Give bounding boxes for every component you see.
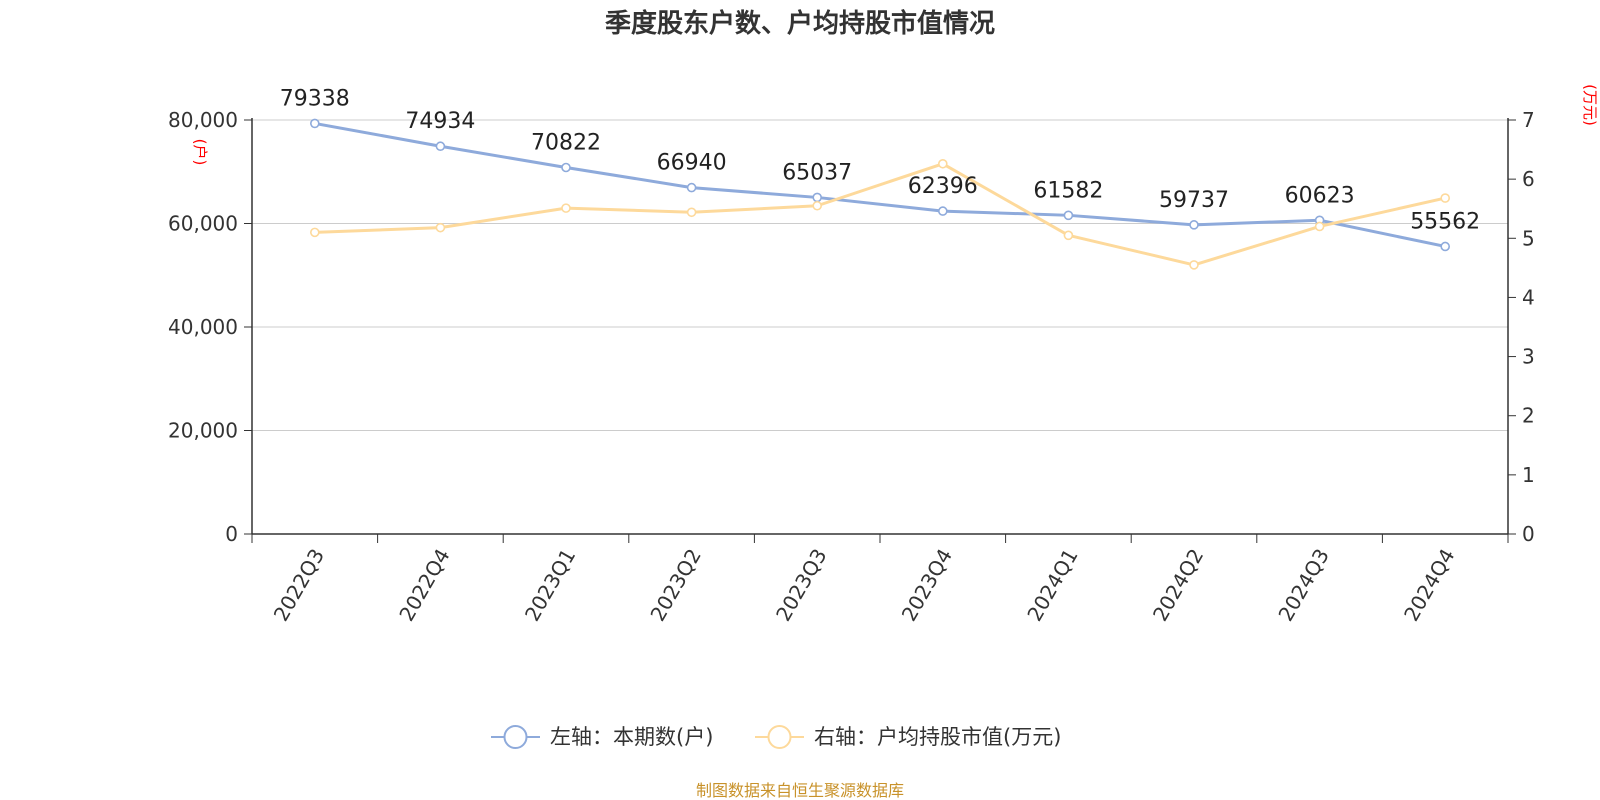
x-axis-tick-label: 2023Q2 — [645, 545, 705, 626]
series-line-0 — [314, 121, 1446, 248]
series-0-point[interactable] — [1063, 210, 1074, 221]
grid-lines — [252, 119, 1508, 431]
series-0-point[interactable] — [812, 192, 823, 203]
series-1-point[interactable] — [686, 207, 697, 218]
left-axis-tick-label: 40,000 — [168, 315, 238, 339]
right-axis-tick-label: 0 — [1522, 522, 1535, 546]
series-1-point[interactable] — [937, 158, 948, 169]
series-1-point[interactable] — [812, 200, 823, 211]
legend-circle-icon — [503, 725, 528, 749]
right-axis-tick-label: 6 — [1522, 167, 1535, 191]
x-axis-tick-label: 2024Q2 — [1148, 545, 1208, 626]
legend: 左轴：本期数(户) 右轴：户均持股市值(万元) — [491, 725, 1061, 749]
x-axis-tick-label: 2024Q1 — [1022, 545, 1082, 626]
series-0-point[interactable] — [686, 182, 697, 193]
data-labels: 79338 74934 70822 66940 65037 62396 61582 59737… — [280, 86, 1480, 234]
data-label: 59737 — [1159, 188, 1229, 213]
data-label: 61582 — [1033, 178, 1103, 203]
series-0-point[interactable] — [561, 162, 571, 173]
x-axis-tick-label: 2024Q4 — [1399, 545, 1459, 626]
series-1-point[interactable] — [309, 227, 320, 238]
series-1-point[interactable] — [1314, 221, 1325, 232]
data-label: 55562 — [1410, 209, 1480, 234]
series-1-point[interactable] — [1440, 193, 1450, 203]
series-1-point[interactable] — [1063, 230, 1074, 241]
right-axis-tick-label: 1 — [1522, 463, 1535, 487]
left-axis-tick-label: 60,000 — [168, 212, 238, 236]
series-0-point[interactable] — [435, 141, 446, 152]
left-axis-tick-label: 80,000 — [168, 108, 238, 132]
right-axis-tick-label: 2 — [1522, 404, 1535, 428]
series-line-1 — [314, 162, 1446, 267]
series-0-point[interactable] — [1440, 241, 1450, 252]
x-axis-tick-label: 2023Q1 — [520, 545, 580, 626]
left-axis-tick-label: 0 — [225, 522, 238, 546]
right-axis-tick-label: 7 — [1522, 108, 1535, 132]
data-label: 62396 — [908, 174, 978, 199]
series-1-point[interactable] — [435, 222, 446, 233]
legend-circle-icon — [767, 725, 792, 749]
data-label: 60623 — [1285, 183, 1355, 208]
series-0-point[interactable] — [937, 206, 948, 216]
series-0-point[interactable] — [1189, 220, 1199, 230]
data-label: 66940 — [657, 151, 727, 176]
data-label: 70822 — [531, 130, 601, 155]
right-axis-tick-label: 4 — [1522, 285, 1535, 309]
series-lines — [309, 118, 1450, 270]
legend-item-right-series[interactable]: 右轴：户均持股市值(万元) — [755, 725, 1061, 749]
x-axis-tick-label: 2022Q4 — [394, 545, 454, 626]
left-axis-unit: (户) — [191, 139, 209, 166]
series-0-point[interactable] — [309, 118, 320, 129]
x-axis-tick-label: 2023Q4 — [897, 545, 957, 626]
data-label: 79338 — [280, 86, 350, 111]
right-axis-unit: (万元) — [1581, 84, 1599, 126]
data-label: 65037 — [782, 160, 852, 185]
legend-label-left-series: 左轴：本期数(户) — [550, 725, 713, 749]
right-axis-tick-label: 5 — [1522, 226, 1535, 250]
legend-item-left-series[interactable]: 左轴：本期数(户) — [491, 725, 713, 749]
chart-title: 季度股东户数、户均持股市值情况 — [605, 8, 995, 39]
series-1-point[interactable] — [1189, 260, 1199, 270]
right-axis-tick-label: 3 — [1522, 345, 1535, 369]
x-axis-tick-label: 2023Q3 — [771, 545, 831, 626]
legend-label-right-series: 右轴：户均持股市值(万元) — [814, 725, 1061, 749]
x-axis-tick-label: 2024Q3 — [1273, 545, 1333, 626]
left-axis-tick-label: 20,000 — [168, 419, 238, 443]
series-1-point[interactable] — [561, 203, 571, 213]
data-label: 74934 — [405, 109, 475, 134]
data-source-note: 制图数据来自恒生聚源数据库 — [696, 781, 904, 800]
x-axis-tick-label: 2022Q3 — [269, 545, 329, 626]
